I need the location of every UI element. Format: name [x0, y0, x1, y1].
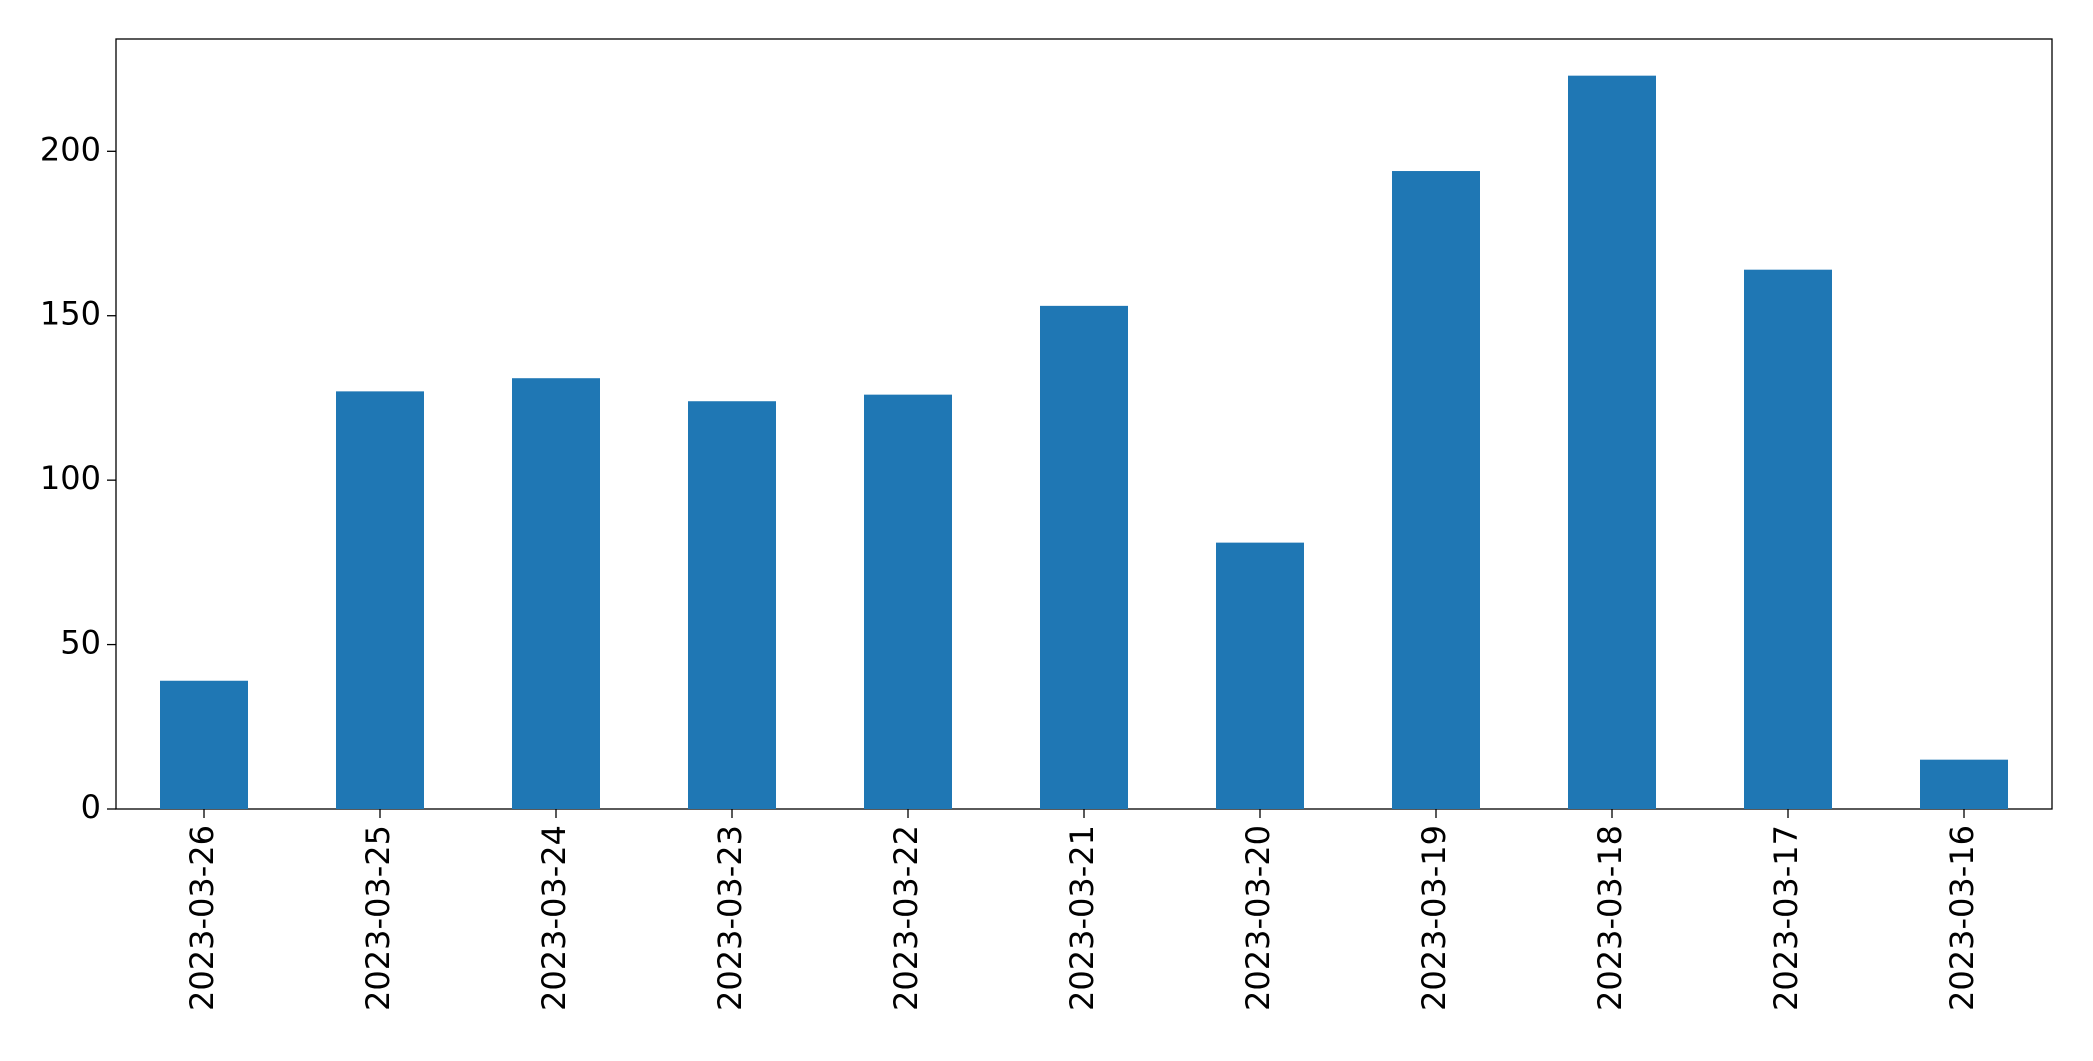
x-tick-label: 2023-03-16: [1943, 825, 1981, 1011]
y-tick-label: 0: [81, 788, 101, 826]
x-tick-label: 2023-03-26: [183, 825, 221, 1011]
x-tick-label: 2023-03-24: [535, 825, 573, 1011]
x-tick-label: 2023-03-20: [1239, 825, 1277, 1011]
x-tick-label: 2023-03-25: [359, 825, 397, 1011]
bar: [1920, 759, 2008, 809]
bar: [160, 680, 248, 809]
y-tick-label: 100: [40, 459, 101, 497]
x-tick-label: 2023-03-17: [1767, 825, 1805, 1011]
bar: [688, 401, 776, 809]
bar: [1216, 542, 1304, 809]
bar: [1744, 269, 1832, 809]
x-tick-label: 2023-03-23: [711, 825, 749, 1011]
bar: [1568, 75, 1656, 809]
x-tick-label: 2023-03-19: [1415, 825, 1453, 1011]
x-tick-label: 2023-03-22: [887, 825, 925, 1011]
bar: [1040, 305, 1128, 809]
bar: [864, 394, 952, 809]
x-tick-label: 2023-03-21: [1063, 825, 1101, 1011]
bar: [1392, 171, 1480, 809]
x-tick-label: 2023-03-18: [1591, 825, 1629, 1011]
bar: [336, 391, 424, 809]
y-tick-label: 200: [40, 130, 101, 168]
y-tick-label: 150: [40, 295, 101, 333]
bar: [512, 378, 600, 809]
y-tick-label: 50: [60, 624, 101, 662]
